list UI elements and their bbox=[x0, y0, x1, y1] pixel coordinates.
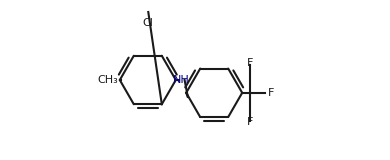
Text: F: F bbox=[268, 88, 274, 98]
Text: Cl: Cl bbox=[143, 18, 154, 28]
Text: F: F bbox=[247, 58, 254, 68]
Text: F: F bbox=[247, 117, 254, 127]
Text: NH: NH bbox=[173, 75, 190, 85]
Text: CH₃: CH₃ bbox=[98, 75, 118, 85]
